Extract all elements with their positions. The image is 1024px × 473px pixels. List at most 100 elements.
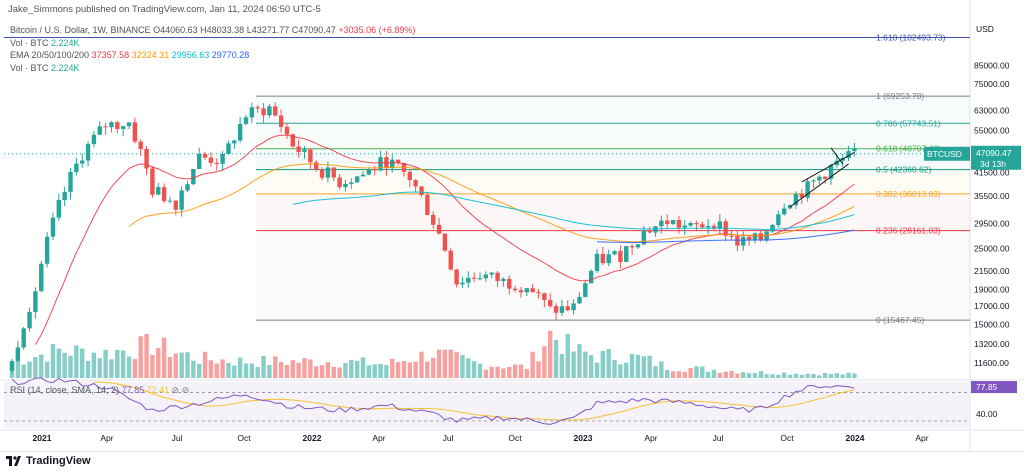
candle-body [612,251,617,255]
volume-bar [50,343,56,378]
volume-bar [723,371,728,378]
volume-bar [670,371,676,378]
volume-bar [249,363,255,378]
visibility-icon-2[interactable]: ⊘ [181,385,190,395]
volume-bar [390,358,395,378]
candle-body [594,253,600,271]
volume-bar [220,359,225,378]
candle-body [62,191,67,201]
price-axis-tick: 63000.00 [974,105,1010,115]
volume-bar [343,362,348,378]
fib-level-label: 1.618 (102493.73) [876,33,946,43]
volume-bar [97,358,102,378]
candle-body [618,251,623,262]
candle-body [407,171,412,181]
volume-label: Vol · BTC [10,37,49,48]
volume-bar [278,361,284,378]
volume-bar [401,360,407,378]
candle-body [752,233,758,240]
candle-body [828,165,834,179]
candle-body [15,347,21,362]
fib-level-label: 0.382 (36013.83) [876,189,941,199]
volume-indicator-row[interactable]: Vol · BTC 2.224K [10,37,415,50]
volume-bar [758,371,763,378]
candle-body [846,151,851,159]
volume-bar [454,352,459,378]
volume-bar [214,363,219,378]
price-chart[interactable]: 1.618 (102493.73) 1 (69253.78) 0.786 (5774… [0,0,1024,451]
candle-body [793,193,799,206]
candle-body [85,144,91,161]
rsi-legend[interactable]: RSI (14, close, SMA, 14, 2) 77.85 72.41 … [10,385,189,396]
candle-body [460,282,465,285]
ohlc-low: L43271.77 [246,25,290,35]
volume-bar [436,349,442,378]
tradingview-brand: TradingView [26,455,91,467]
volume-bar [729,370,734,378]
candle-body [167,200,173,202]
volume-bar [132,358,138,378]
time-axis-label: Oct [508,433,522,443]
volume-bar [442,349,448,378]
candle-body [653,226,658,233]
volume-bar [828,374,834,378]
volume-bar [647,355,652,378]
tradingview-logo[interactable]: TradingView [6,455,91,467]
volume-bar [448,349,453,378]
candle-body [553,306,559,313]
candle-body [536,292,541,294]
price-axis-currency: USD [976,24,994,34]
volume-bar [161,337,167,378]
candle-body [109,122,114,128]
candle-body [390,159,395,169]
candle-body [565,306,570,311]
candle-body [226,143,231,155]
volume-bar [741,372,746,378]
volume-bar [846,372,851,378]
volume-bar [21,364,26,378]
price-axis-tick: 41500.00 [974,168,1010,178]
candle-body [325,167,331,178]
time-axis-label: Apr [915,433,928,443]
candle-body [670,219,676,225]
symbol-row[interactable]: Bitcoin / U.S. Dollar, 1W, BINANCE O4406… [10,24,415,37]
rsi-sma-line [93,381,855,421]
volume-bar [156,348,161,378]
volume-bar [764,374,769,378]
chart-legend: Bitcoin / U.S. Dollar, 1W, BINANCE O4406… [10,24,415,74]
volume-bar [460,354,465,378]
volume-bar [548,330,553,378]
volume-bar [314,366,319,378]
ema-indicator-row[interactable]: EMA 20/50/100/200 37357.58 32324.31 2995… [10,49,415,62]
volume-bar [179,352,184,378]
volume-bar [501,368,506,378]
candle-body [80,160,85,164]
volume-bar [466,358,471,378]
candle-body [442,233,448,251]
volume-bar [641,356,646,378]
candle-body [354,176,360,183]
candle-body [483,274,489,279]
volume-bar [74,345,79,378]
candle-body [524,288,529,293]
candle-body [530,288,535,293]
candle-body [378,157,383,171]
rsi-pane-background [4,382,970,428]
volume-bar [793,373,799,378]
time-axis-label: Oct [237,433,251,443]
volume-bar [840,374,845,378]
volume-bar [600,350,606,378]
candle-body [688,223,693,226]
volume-bar [284,364,290,378]
volume-indicator-row-2[interactable]: Vol · BTC 2.224K [10,62,415,75]
candle-body [811,180,816,182]
fib-level-label: 0 (15467.45) [876,315,924,325]
candle-body [197,153,202,169]
ema-line-50 [128,163,855,243]
candle-body [395,159,401,164]
volume-bar [202,351,208,378]
volume-bar [261,355,266,378]
volume-bar [676,371,682,378]
visibility-icon[interactable]: ⊘ [171,385,180,395]
volume-bar [471,361,477,378]
